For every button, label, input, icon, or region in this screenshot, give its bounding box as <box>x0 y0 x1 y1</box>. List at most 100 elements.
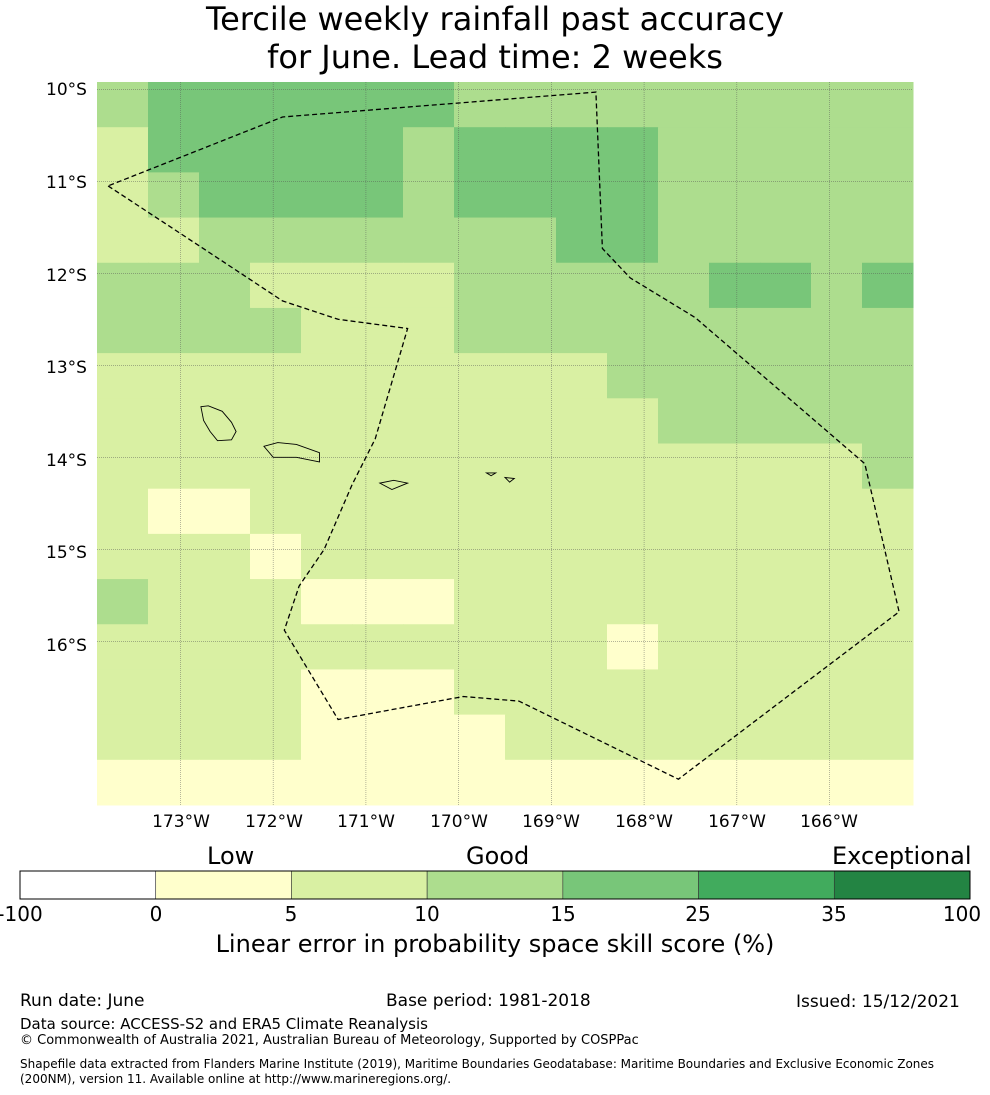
grid-cell <box>148 443 200 490</box>
grid-cell <box>658 488 710 535</box>
grid-cell <box>760 579 812 625</box>
grid-cell <box>862 443 914 490</box>
colorbar-tick: 25 <box>685 902 711 926</box>
grid-cell <box>760 353 812 399</box>
grid-cell <box>301 217 353 264</box>
grid-cell <box>454 217 506 264</box>
grid-cell <box>352 443 404 490</box>
grid-cell <box>607 533 659 580</box>
grid-cell <box>352 172 404 219</box>
grid-cell <box>811 353 863 399</box>
colorbar-tick: 5 <box>284 902 298 926</box>
grid-cell <box>556 443 608 490</box>
grid-cell <box>250 669 302 716</box>
grid-cell <box>403 443 455 490</box>
grid-cell <box>709 307 761 354</box>
grid-cell <box>301 262 353 309</box>
grid-cell <box>556 127 608 173</box>
grid-cell <box>760 262 812 309</box>
grid-cell <box>97 624 149 670</box>
grid-cell <box>352 669 404 716</box>
island-outline <box>200 405 237 442</box>
grid-cell <box>658 533 710 580</box>
title-line-2: for June. Lead time: 2 weeks <box>267 38 723 76</box>
grid-cell <box>454 669 506 716</box>
grid-cell <box>607 759 659 806</box>
grid-cell <box>862 624 914 670</box>
grid-cell <box>250 172 302 219</box>
grid-cell <box>352 624 404 670</box>
grid-cell <box>709 714 761 761</box>
grid-cell <box>760 172 812 219</box>
grid-cell <box>505 759 557 806</box>
grid-cell <box>454 533 506 580</box>
grid-cell <box>250 579 302 625</box>
title-line-1: Tercile weekly rainfall past accuracy <box>205 0 784 38</box>
grid-cell <box>607 579 659 625</box>
grid-cell <box>352 488 404 535</box>
grid-cell <box>301 714 353 761</box>
colorbar-segment <box>19 870 157 900</box>
grid-cell <box>148 172 200 219</box>
grid-cell <box>811 669 863 716</box>
grid-cell <box>199 443 251 490</box>
grid-cell <box>403 127 455 173</box>
grid-cell <box>403 624 455 670</box>
colorbar-heading-exceptional: Exceptional <box>832 842 972 870</box>
grid-cell <box>301 488 353 535</box>
grid-cell <box>811 307 863 354</box>
lon-label: 170°W <box>430 812 488 832</box>
grid-cell <box>760 669 812 716</box>
grid-cell <box>709 217 761 264</box>
grid-cell <box>250 127 302 173</box>
grid-cell <box>301 172 353 219</box>
copyright: © Commonwealth of Australia 2021, Austra… <box>20 1033 639 1048</box>
grid-cell <box>250 398 302 444</box>
grid-cell <box>658 579 710 625</box>
grid-cell <box>352 127 404 173</box>
lat-label: 15°S <box>46 543 87 563</box>
colorbar <box>19 870 971 900</box>
lon-label: 169°W <box>522 812 580 832</box>
grid-cell <box>250 82 302 128</box>
grid-cell <box>505 307 557 354</box>
grid-cell <box>97 669 149 716</box>
grid-cell <box>250 624 302 670</box>
grid-cell <box>250 759 302 806</box>
grid-cell <box>148 488 200 535</box>
lat-label: 11°S <box>46 173 87 193</box>
grid-cell <box>862 172 914 219</box>
island-outline <box>503 476 516 483</box>
grid-cell <box>199 172 251 219</box>
grid-cell <box>403 172 455 219</box>
grid-cell <box>403 759 455 806</box>
grid-cell <box>148 127 200 173</box>
grid-cell <box>148 714 200 761</box>
data-source: Data source: ACCESS-S2 and ERA5 Climate … <box>20 1015 428 1033</box>
grid-cell <box>403 353 455 399</box>
lat-label: 16°S <box>46 636 87 656</box>
grid-cell <box>301 307 353 354</box>
grid-cell <box>709 533 761 580</box>
grid-cell <box>811 127 863 173</box>
run-date: Run date: June <box>20 991 145 1011</box>
grid-cell <box>658 714 710 761</box>
grid-cell <box>454 353 506 399</box>
grid-cell <box>709 759 761 806</box>
coastlines <box>200 405 516 490</box>
grid-cell <box>709 398 761 444</box>
grid-cell <box>505 127 557 173</box>
grid-cell <box>811 82 863 128</box>
grid-cell <box>352 82 404 128</box>
grid-cell <box>97 353 149 399</box>
grid-cell <box>199 398 251 444</box>
grid-cell <box>148 307 200 354</box>
grid-cell <box>658 172 710 219</box>
grid-cell <box>403 217 455 264</box>
grid-cell <box>352 353 404 399</box>
grid-cell <box>607 443 659 490</box>
colorbar-title: Linear error in probability space skill … <box>215 930 775 958</box>
grid-cell <box>454 398 506 444</box>
grid-cell <box>199 579 251 625</box>
grid-cell <box>658 127 710 173</box>
